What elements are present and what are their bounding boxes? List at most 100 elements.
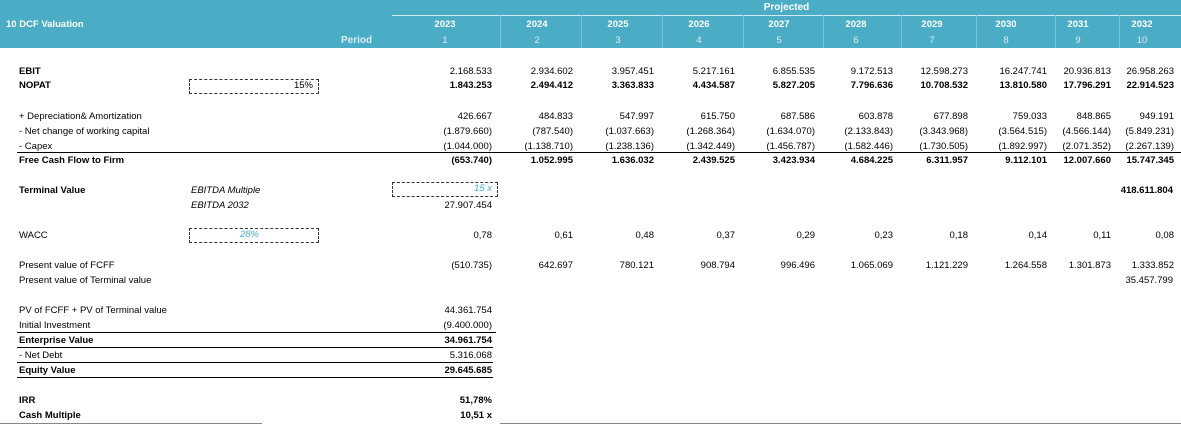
multiple-value: 15 x — [474, 183, 492, 194]
wacc-input[interactable] — [189, 228, 319, 243]
cell-fcff-4: 2.439.525 — [692, 155, 735, 166]
cell-capex-10: (2.267.139) — [1125, 141, 1174, 152]
summary-divider — [17, 347, 493, 348]
summary-divider — [440, 332, 496, 333]
cash-multiple-value: 10,51 x — [460, 410, 492, 421]
cell-pv-fcff-6: 1.065.069 — [850, 260, 893, 271]
cell-capex-3: (1.238.136) — [605, 141, 654, 152]
cell-da-8: 759.033 — [1012, 111, 1047, 122]
pv-tv-value: 35.457.799 — [1125, 275, 1173, 286]
cell-ebit-8: 16.247.741 — [999, 66, 1047, 77]
terminal-method: EBITDA Multiple — [191, 185, 261, 196]
header-column-divider — [1119, 15, 1120, 48]
ebit-label: EBIT — [19, 66, 41, 77]
irr-value: 51,78% — [459, 395, 492, 406]
cell-wacc-8: 0,14 — [1028, 230, 1048, 241]
year-header-7: 2029 — [921, 19, 943, 30]
period-label: Period — [341, 35, 373, 46]
cell-da-2: 484.833 — [538, 111, 573, 122]
tax-rate-input[interactable] — [189, 79, 319, 94]
fcff-label: Free Cash Flow to Firm — [19, 155, 125, 166]
period-number-1: 1 — [442, 35, 448, 46]
summary-label-1: PV of FCFF + PV of Terminal value — [19, 305, 167, 316]
cell-wacc-5: 0,29 — [796, 230, 816, 241]
period-number-5: 5 — [776, 35, 782, 46]
cell-nopat-6: 7.796.636 — [850, 80, 893, 91]
sheet-title: 10 DCF Valuation — [6, 19, 84, 30]
cell-nwc-10: (5.849.231) — [1125, 126, 1174, 137]
cell-fcff-10: 15.747.345 — [1126, 155, 1174, 166]
pv-tv-label: Present value of Terminal value — [19, 275, 152, 286]
cell-nwc-4: (1.268.364) — [686, 126, 735, 137]
year-header-3: 2025 — [607, 19, 629, 30]
cell-da-7: 677.898 — [933, 111, 968, 122]
cell-fcff-6: 4.684.225 — [850, 155, 893, 166]
cell-capex-5: (1.456.787) — [766, 141, 815, 152]
cell-pv-fcff-10: 1.333.852 — [1131, 260, 1174, 271]
wacc-label: WACC — [19, 230, 48, 241]
wacc-rate: 28% — [239, 229, 259, 240]
irr-label: IRR — [19, 395, 36, 406]
header-column-divider — [1055, 15, 1056, 48]
cell-ebit-4: 5.217.161 — [692, 66, 735, 77]
cell-da-5: 687.586 — [780, 111, 815, 122]
period-number-2: 2 — [534, 35, 540, 46]
cell-da-3: 547.997 — [619, 111, 654, 122]
year-header-8: 2030 — [995, 19, 1017, 30]
terminal-value-2032: 418.611.804 — [1120, 185, 1173, 196]
header-band — [0, 0, 1181, 48]
cell-capex-7: (1.730.505) — [919, 141, 968, 152]
cell-nopat-1: 1.843.253 — [449, 80, 492, 91]
cell-ebit-5: 6.855.535 — [772, 66, 815, 77]
cell-nwc-7: (3.343.968) — [919, 126, 968, 137]
cell-nwc-5: (1.634.070) — [766, 126, 815, 137]
cell-pv-fcff-3: 780.121 — [619, 260, 654, 271]
period-number-7: 7 — [929, 35, 935, 46]
tax-rate-value: 15% — [293, 80, 313, 91]
cell-ebit-6: 9.172.513 — [850, 66, 893, 77]
cell-ebit-3: 3.957.451 — [611, 66, 654, 77]
period-number-3: 3 — [615, 35, 621, 46]
nopat-label: NOPAT — [19, 80, 51, 91]
cell-capex-1: (1.044.000) — [443, 141, 492, 152]
summary-divider — [17, 377, 493, 378]
header-column-divider — [976, 15, 977, 48]
cell-da-9: 848.865 — [1076, 111, 1111, 122]
cell-nwc-3: (1.037.663) — [605, 126, 654, 137]
cell-da-6: 603.878 — [858, 111, 893, 122]
year-header-5: 2027 — [768, 19, 790, 30]
ebitda-2032-value: 27.907.454 — [444, 200, 492, 211]
capex-label: - Capex — [19, 141, 53, 152]
summary-divider — [17, 332, 493, 333]
da-label: + Depreciation& Amortization — [19, 111, 142, 122]
cell-nopat-3: 3.363.833 — [611, 80, 654, 91]
cell-capex-4: (1.342.449) — [686, 141, 735, 152]
cell-nopat-8: 13.810.580 — [999, 80, 1047, 91]
header-column-divider — [823, 15, 824, 48]
year-header-6: 2028 — [845, 19, 867, 30]
cell-da-1: 426.667 — [457, 111, 492, 122]
year-header-2: 2024 — [526, 19, 548, 30]
cell-fcff-1: (653.740) — [451, 155, 492, 166]
summary-label-5: Equity Value — [19, 365, 76, 376]
cell-capex-9: (2.071.352) — [1062, 141, 1111, 152]
cell-nwc-8: (3.564.515) — [998, 126, 1047, 137]
multiple-input[interactable] — [392, 182, 498, 197]
cell-wacc-7: 0,18 — [949, 230, 969, 241]
year-header-9: 2031 — [1067, 19, 1089, 30]
cell-wacc-6: 0,23 — [874, 230, 894, 241]
cell-da-4: 615.750 — [700, 111, 735, 122]
cell-wacc-4: 0,37 — [716, 230, 736, 241]
header-column-divider — [662, 15, 663, 48]
cell-wacc-10: 0,08 — [1155, 230, 1175, 241]
summary-value-5: 29.645.685 — [444, 365, 492, 376]
nwc-label: - Net change of working capital — [19, 126, 150, 137]
cell-nopat-7: 10.708.532 — [920, 80, 968, 91]
period-number-6: 6 — [853, 35, 859, 46]
cell-capex-8: (1.892.997) — [998, 141, 1047, 152]
cell-wacc-3: 0,48 — [635, 230, 655, 241]
cell-pv-fcff-8: 1.264.558 — [1004, 260, 1047, 271]
cell-wacc-2: 0,61 — [554, 230, 574, 241]
cell-nopat-10: 22.914.523 — [1126, 80, 1174, 91]
header-column-divider — [901, 15, 902, 48]
